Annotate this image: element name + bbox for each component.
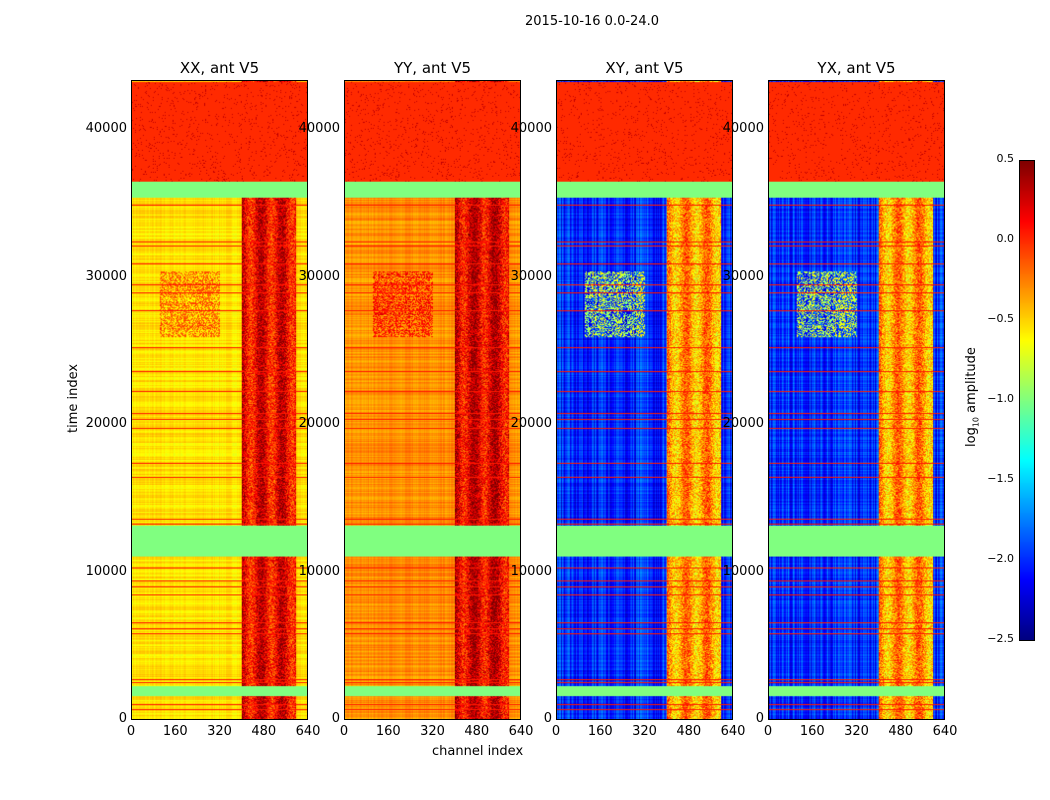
x-tick-label: 160 xyxy=(162,724,188,739)
y-tick-label: 20000 xyxy=(85,416,127,432)
x-tick-label: 320 xyxy=(207,724,232,739)
x-tick-label: 0 xyxy=(763,724,773,739)
x-axis-label: channel index xyxy=(432,744,524,759)
heatmap-canvas xyxy=(132,81,307,719)
x-tick-label: 640 xyxy=(932,724,958,739)
y-tick-label: 30000 xyxy=(510,268,552,284)
x-tick-label: 0 xyxy=(339,724,349,739)
heatmap-panel-2 xyxy=(344,80,521,720)
x-tick-label: 320 xyxy=(420,724,445,739)
panel-title: XY, ant V5 xyxy=(605,59,684,77)
colorbar xyxy=(1019,160,1035,641)
x-tick-label: 160 xyxy=(375,724,401,739)
x-tick-label: 640 xyxy=(295,724,321,739)
colorbar-tick-label: 0.5 xyxy=(996,152,1015,165)
y-tick-label: 10000 xyxy=(85,563,127,579)
y-tick-label: 30000 xyxy=(85,268,127,284)
suptitle: 2015-10-16 0.0-24.0 xyxy=(525,14,659,29)
y-tick-label: 0 xyxy=(755,711,764,726)
y-tick-label: 20000 xyxy=(510,416,552,432)
colorbar-tick-label: −1.0 xyxy=(987,392,1014,405)
heatmap-panel-1 xyxy=(131,80,308,720)
y-tick-label: 40000 xyxy=(722,121,764,137)
x-tick-label: 480 xyxy=(676,724,702,739)
y-tick-label: 10000 xyxy=(298,563,340,579)
colorbar-tick-label: 0.0 xyxy=(996,232,1015,245)
x-tick-label: 160 xyxy=(799,724,825,739)
y-tick-label: 20000 xyxy=(722,416,764,432)
colorbar-tick-label: −1.5 xyxy=(987,472,1014,485)
y-tick-label: 0 xyxy=(118,711,127,726)
colorbar-tick-label: −2.5 xyxy=(987,632,1014,645)
x-tick-label: 480 xyxy=(888,724,914,739)
y-tick-label: 40000 xyxy=(510,121,552,137)
y-tick-label: 30000 xyxy=(298,268,340,284)
x-tick-label: 160 xyxy=(587,724,613,739)
heatmap-canvas xyxy=(769,81,944,719)
heatmap-panel-4 xyxy=(768,80,945,720)
x-tick-label: 480 xyxy=(251,724,277,739)
panel-title: XX, ant V5 xyxy=(179,59,260,77)
heatmap-panel-3 xyxy=(556,80,733,720)
y-tick-label: 0 xyxy=(331,711,340,726)
y-tick-label: 20000 xyxy=(298,416,340,432)
y-tick-label: 30000 xyxy=(722,268,764,284)
x-tick-label: 320 xyxy=(632,724,657,739)
y-tick-label: 40000 xyxy=(298,121,340,137)
colorbar-label: log10 amplitude xyxy=(964,347,981,447)
x-tick-label: 0 xyxy=(126,724,136,739)
x-tick-label: 480 xyxy=(464,724,490,739)
y-tick-label: 10000 xyxy=(722,563,764,579)
x-tick-label: 640 xyxy=(720,724,746,739)
colorbar-tick-label: −2.0 xyxy=(987,552,1014,565)
x-tick-label: 0 xyxy=(551,724,561,739)
heatmap-canvas xyxy=(345,81,520,719)
panel-title: YX, ant V5 xyxy=(817,59,896,77)
panel-title: YY, ant V5 xyxy=(393,59,471,77)
x-tick-label: 640 xyxy=(508,724,534,739)
x-tick-label: 320 xyxy=(844,724,869,739)
colorbar-tick-label: −0.5 xyxy=(987,312,1014,325)
y-tick-label: 40000 xyxy=(85,121,127,137)
y-axis-label: time index xyxy=(66,363,81,433)
y-tick-label: 10000 xyxy=(510,563,552,579)
heatmap-canvas xyxy=(557,81,732,719)
y-tick-label: 0 xyxy=(543,711,552,726)
